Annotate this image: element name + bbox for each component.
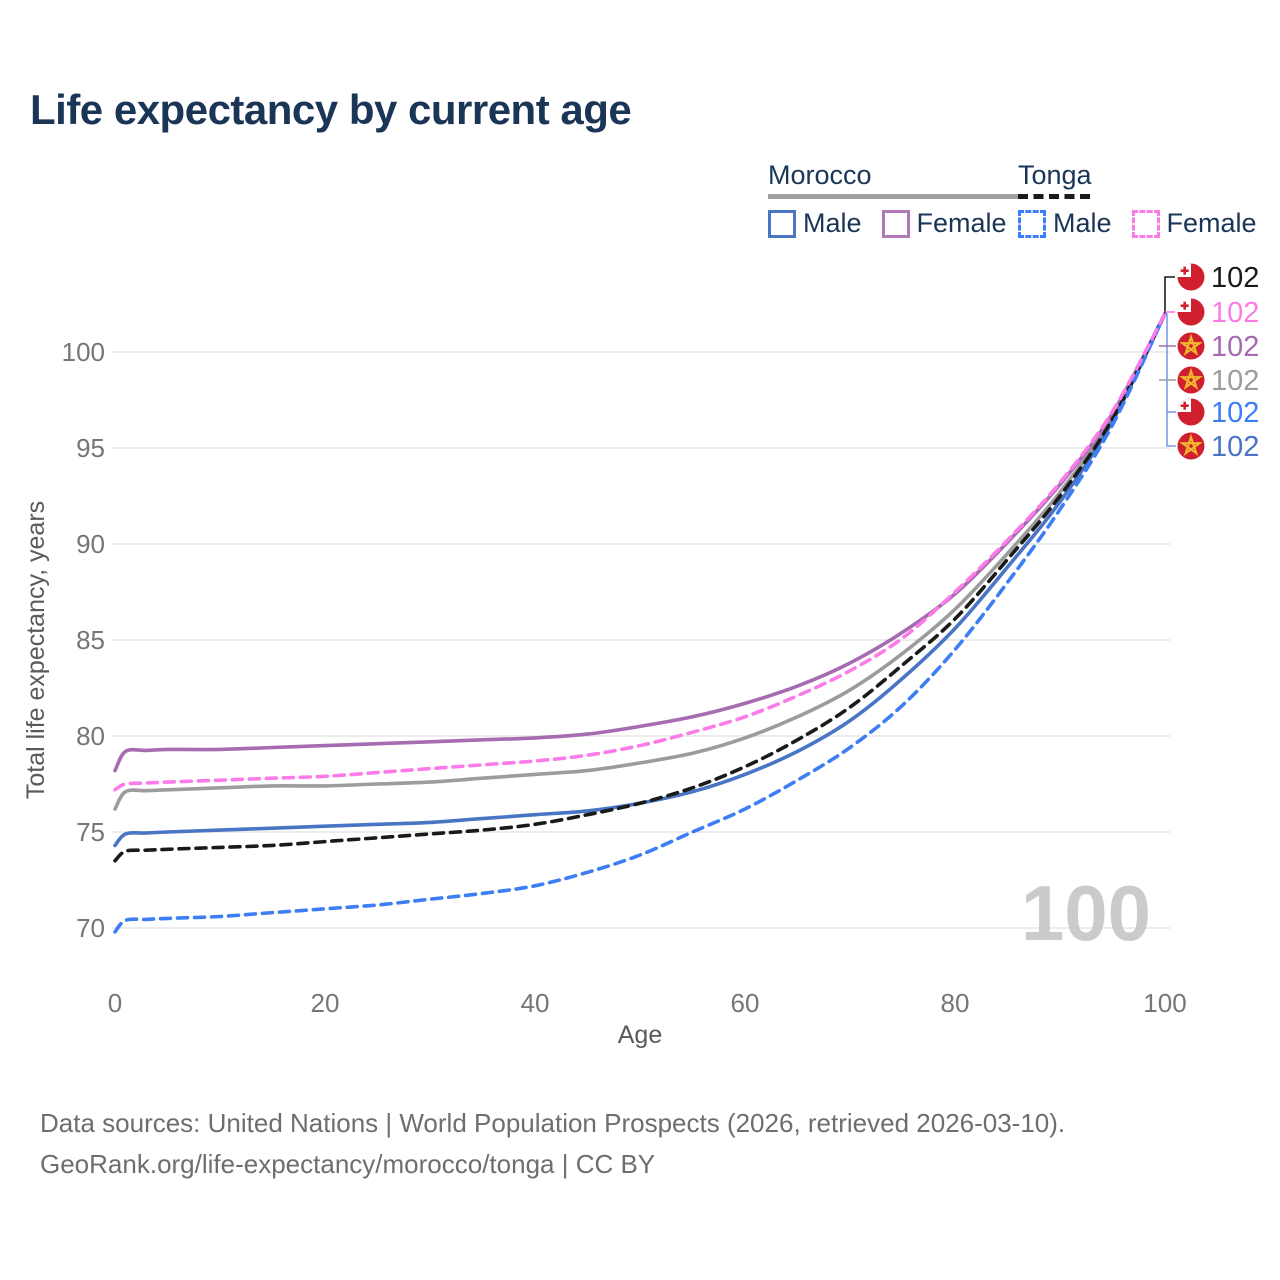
legend-country-tonga: Tonga <box>1018 160 1092 190</box>
legend-underline-dashed-icon <box>1018 194 1090 199</box>
flag-icon-morocco <box>1177 332 1205 360</box>
flag-cross <box>1183 266 1186 275</box>
end-value-label-morocco-female: 102 <box>1211 331 1259 363</box>
x-axis-title: Age <box>618 1021 662 1049</box>
x-axis-tick-label: 40 <box>521 988 550 1018</box>
line-chart: 70 75 80 85 90 95 100 0 20 40 60 80 100 Age Total life… <box>22 262 1259 1049</box>
y-axis-title: Total life expectancy, years <box>22 501 50 799</box>
legend-group-morocco: Morocco Male Female <box>768 160 1027 239</box>
x-axis-tick-label: 20 <box>311 988 340 1018</box>
flag-cross <box>1183 401 1186 410</box>
y-axis-tick-label: 70 <box>76 913 105 943</box>
flag-icon-morocco <box>1177 432 1205 460</box>
series-line-morocco-male <box>113 311 1167 848</box>
legend-item-label: Male <box>803 208 862 238</box>
legend-item-label: Male <box>1053 208 1112 238</box>
end-value-label-morocco-male: 102 <box>1211 431 1259 463</box>
flag-cross <box>1183 301 1186 310</box>
y-axis-tick-label: 80 <box>76 721 105 751</box>
legend-items-tonga: Male Female <box>1018 208 1277 239</box>
footer: Data sources: United Nations | World Pop… <box>40 1103 1065 1185</box>
y-axis-tick-label: 85 <box>76 625 105 655</box>
chart-title: Life expectancy by current age <box>30 86 632 133</box>
legend-item-tonga-male[interactable]: Male <box>1018 208 1112 239</box>
legend-item-label: Female <box>916 208 1007 238</box>
y-axis-tick-label: 75 <box>76 817 105 847</box>
swatch-solid-purple-icon <box>881 209 910 238</box>
flag-icon-morocco <box>1177 366 1205 394</box>
legend-item-morocco-female[interactable]: Female <box>881 208 1007 239</box>
leader-line-tonga-both <box>1164 276 1175 314</box>
end-value-label-tonga-male: 102 <box>1211 397 1259 429</box>
legend-item-morocco-male[interactable]: Male <box>768 208 862 239</box>
end-value-label-tonga-female: 102 <box>1211 297 1259 329</box>
flag-star <box>1179 367 1203 391</box>
attribution-line: GeoRank.org/life-expectancy/morocco/tong… <box>40 1149 656 1179</box>
y-axis-tick-label: 95 <box>76 433 105 463</box>
series-line-morocco-female <box>113 311 1167 773</box>
series-line-tonga-female <box>113 311 1167 792</box>
x-axis-tick-label: 60 <box>731 988 760 1018</box>
legend-item-label: Female <box>1166 208 1257 238</box>
watermark-age-counter: 100 <box>1021 869 1151 957</box>
y-axis-tick-label: 100 <box>62 337 105 367</box>
legend-item-tonga-female[interactable]: Female <box>1131 208 1257 239</box>
x-axis-tick-label: 0 <box>108 988 122 1018</box>
x-axis-tick-label: 80 <box>941 988 970 1018</box>
swatch-dashed-blue-icon <box>1018 209 1046 238</box>
leader-line-male-bracket <box>1166 313 1176 447</box>
legend-country-morocco: Morocco <box>768 160 872 190</box>
data-sources-line: Data sources: United Nations | World Pop… <box>40 1108 1066 1138</box>
series-line-tonga-both <box>113 311 1167 863</box>
end-value-label-tonga-both: 102 <box>1211 262 1259 294</box>
legend-items-morocco: Male Female <box>768 208 1027 239</box>
flag-star <box>1179 433 1203 457</box>
swatch-dashed-pink-icon <box>1131 209 1160 238</box>
series-line-tonga-male <box>113 311 1167 934</box>
series-line-morocco-both <box>113 311 1167 811</box>
x-axis-tick-label: 100 <box>1143 988 1186 1018</box>
swatch-solid-blue-icon <box>768 209 796 238</box>
end-value-label-morocco-both: 102 <box>1211 365 1259 397</box>
legend-underline-solid-icon <box>768 194 1027 199</box>
legend-group-tonga: Tonga Male Female <box>1018 160 1277 239</box>
y-axis-tick-label: 90 <box>76 529 105 559</box>
flag-star <box>1179 333 1203 357</box>
